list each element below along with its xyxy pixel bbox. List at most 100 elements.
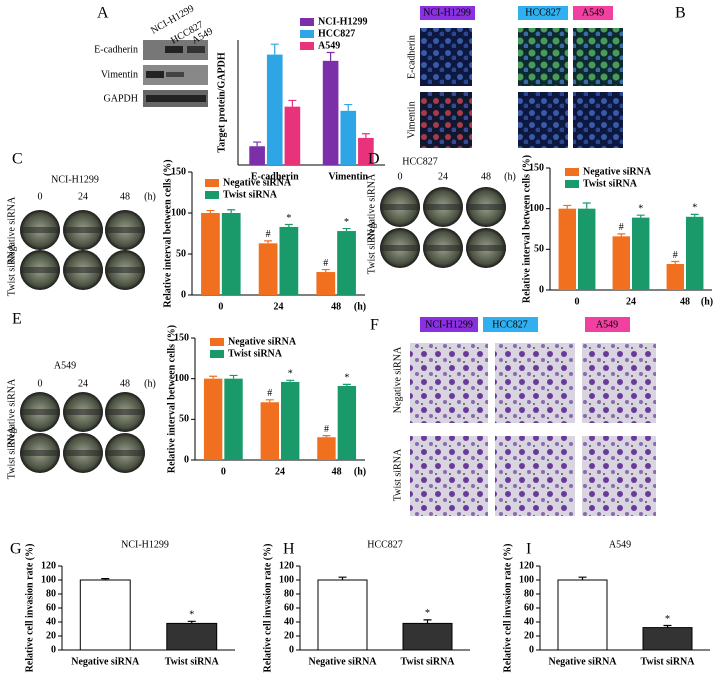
micrograph — [420, 92, 472, 148]
error-bar — [578, 576, 587, 580]
y-tick-label: 50 — [179, 414, 189, 425]
significance-marker: # — [619, 222, 624, 233]
error-bar — [227, 209, 236, 213]
error-bar — [187, 620, 196, 624]
bar — [224, 378, 243, 460]
x-tick-label: Twist siRNA — [641, 656, 696, 667]
time-label: 24 — [78, 378, 88, 389]
y-axis-label: Relative cell invasion rate (%) — [262, 544, 273, 673]
x-tick-label: 24 — [626, 296, 636, 307]
column-label: HCC827 — [525, 7, 561, 18]
panel-letter: F — [370, 317, 379, 334]
y-tick-label: 60 — [284, 602, 294, 613]
error-bar — [563, 204, 572, 209]
legend-label: Negative siRNA — [223, 177, 292, 188]
scratch-gap — [20, 267, 60, 273]
y-tick-label: 80 — [46, 588, 56, 599]
error-bar — [253, 141, 262, 147]
significance-marker: * — [425, 608, 430, 619]
row-label: Vimentin — [101, 69, 138, 80]
x-tick-label: 48 — [331, 301, 341, 312]
bar — [284, 106, 301, 165]
legend-label: Negative siRNA — [228, 336, 297, 347]
x-tick-label: Negative siRNA — [548, 656, 617, 667]
error-bar — [264, 240, 273, 244]
bar — [612, 236, 630, 290]
y-tick-label: 80 — [524, 588, 534, 599]
y-tick-label: 20 — [284, 630, 294, 641]
y-tick-label: 100 — [279, 574, 294, 585]
significance-marker: * — [286, 213, 291, 224]
significance-marker: * — [638, 203, 643, 214]
bar — [337, 231, 356, 295]
y-axis-label: Relative interval between cells (%) — [166, 325, 177, 473]
bar — [266, 54, 283, 166]
y-tick-label: 40 — [46, 616, 56, 627]
error-bar — [284, 223, 293, 227]
panel-letter: C — [12, 151, 23, 168]
y-tick-label: 0 — [289, 644, 294, 655]
scratch-gap — [466, 245, 506, 251]
significance-marker: # — [324, 424, 329, 435]
micrograph — [582, 343, 656, 423]
row-label: E-cadherin — [406, 35, 417, 79]
scratch-gap — [380, 245, 420, 251]
scratch-title: NCI-H1299 — [51, 174, 99, 185]
y-tick-label: 0 — [181, 289, 186, 300]
panel-f: F NCI-H1299 HCC827 A549 Negative siRNA T… — [370, 317, 656, 516]
column-label: NCI-H1299 — [423, 7, 471, 18]
panel-b: B NCI-H1299 HCC827 A549 E-cadherin Vimen… — [406, 5, 686, 148]
micrograph — [410, 436, 488, 516]
legend-label: Twist siRNA — [583, 178, 638, 189]
legend-swatch — [565, 180, 579, 188]
chart-title: HCC827 — [367, 539, 403, 550]
y-tick-label: 0 — [539, 284, 544, 295]
y-tick-label: 20 — [46, 630, 56, 641]
time-unit: (h) — [144, 378, 156, 389]
y-tick-label: 100 — [174, 373, 189, 384]
x-tick-label: 48 — [680, 296, 690, 307]
band — [165, 46, 183, 53]
panel-letter: D — [368, 151, 380, 168]
micrograph — [582, 436, 656, 516]
bar — [317, 579, 368, 651]
legend-label: NCI-H1299 — [318, 16, 367, 27]
error-bar — [582, 202, 591, 209]
bar — [358, 137, 374, 165]
y-tick-label: 50 — [176, 248, 186, 259]
scratch-title: A549 — [54, 360, 76, 371]
micrograph — [573, 92, 623, 148]
significance-marker: * — [189, 610, 194, 621]
error-bar — [342, 383, 351, 386]
error-bar — [326, 51, 335, 61]
header-bar — [420, 317, 478, 332]
micrograph — [495, 436, 575, 516]
y-tick-label: 100 — [529, 203, 544, 214]
legend-swatch — [565, 168, 579, 176]
header-bar — [585, 317, 630, 332]
scratch-gap — [105, 267, 145, 273]
legend-swatch — [210, 350, 224, 358]
micrograph — [495, 343, 575, 423]
row-label: Negative siRNA — [366, 173, 377, 240]
scratch-gap — [63, 227, 103, 233]
panel-letter: H — [283, 541, 295, 558]
time-unit: (h) — [504, 171, 516, 182]
y-tick-label: 20 — [524, 630, 534, 641]
time-label: 0 — [38, 378, 43, 389]
chart-title: A549 — [609, 539, 631, 550]
bar — [279, 226, 299, 295]
y-tick-label: 60 — [46, 602, 56, 613]
legend-swatch — [300, 18, 314, 26]
scratch-gap — [105, 450, 145, 456]
x-tick-label: Negative siRNA — [71, 656, 140, 667]
panel-letter: I — [526, 541, 531, 558]
legend-swatch — [205, 191, 219, 199]
row-label: Negative siRNA — [6, 378, 17, 445]
bar — [316, 272, 336, 295]
bar — [166, 622, 218, 651]
legend-label: Twist siRNA — [228, 348, 283, 359]
time-label: 24 — [438, 171, 448, 182]
x-tick-label: Twist siRNA — [401, 656, 456, 667]
error-bar — [288, 99, 297, 107]
